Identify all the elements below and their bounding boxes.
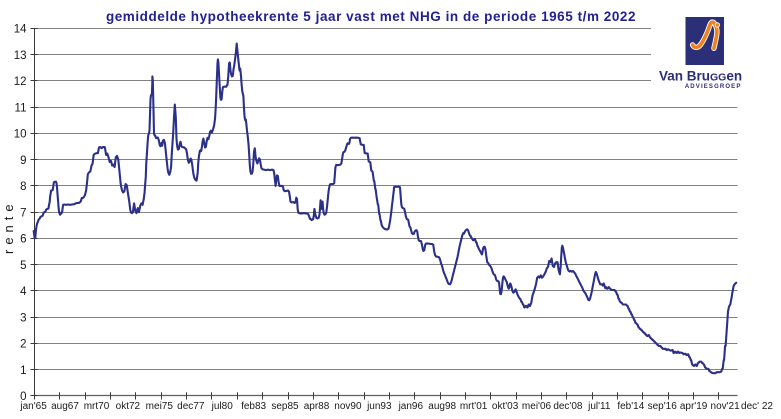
svg-text:rente: rente	[1, 199, 16, 254]
svg-text:jul80: jul80	[211, 401, 234, 412]
svg-text:11: 11	[15, 102, 27, 114]
svg-text:5: 5	[20, 260, 26, 272]
svg-text:4: 4	[20, 286, 27, 298]
svg-text:9: 9	[20, 155, 26, 167]
svg-text:dec77: dec77	[177, 401, 205, 412]
svg-text:1: 1	[20, 365, 26, 377]
svg-text:nov90: nov90	[334, 401, 362, 412]
svg-text:8: 8	[20, 181, 26, 193]
svg-text:12: 12	[14, 76, 27, 88]
svg-text:14: 14	[14, 24, 27, 36]
svg-text:mei75: mei75	[146, 401, 174, 412]
svg-text:nov'21: nov'21	[711, 401, 741, 412]
svg-text:sep85: sep85	[271, 401, 299, 412]
svg-text:jan'65: jan'65	[19, 401, 47, 412]
svg-text:3: 3	[20, 312, 26, 324]
svg-text:sep'16: sep'16	[648, 401, 678, 412]
svg-text:okt'03: okt'03	[492, 401, 519, 412]
svg-text:okt72: okt72	[116, 401, 141, 412]
svg-text:0: 0	[20, 391, 26, 403]
svg-text:feb'14: feb'14	[617, 401, 644, 412]
svg-text:feb83: feb83	[241, 401, 266, 412]
svg-text:mrt70: mrt70	[84, 401, 110, 412]
svg-text:2: 2	[20, 339, 26, 351]
svg-text:apr88: apr88	[304, 401, 330, 412]
svg-text:apr'19: apr'19	[680, 401, 708, 412]
svg-text:mrt'01: mrt'01	[460, 401, 488, 412]
svg-text:7: 7	[20, 207, 26, 219]
svg-text:Van BruGGen: Van BruGGen	[659, 69, 742, 84]
svg-text:13: 13	[14, 50, 27, 62]
svg-text:jul'11: jul'11	[587, 401, 611, 412]
svg-text:jan96: jan96	[398, 401, 424, 412]
svg-text:6: 6	[20, 234, 26, 246]
svg-text:jun93: jun93	[366, 401, 392, 412]
svg-text:mei'06: mei'06	[522, 401, 552, 412]
svg-text:10: 10	[14, 129, 27, 141]
svg-text:dec' 22: dec' 22	[741, 401, 773, 412]
svg-text:aug67: aug67	[51, 401, 79, 412]
svg-text:aug98: aug98	[428, 401, 456, 412]
svg-text:ADVIESGROEP: ADVIESGROEP	[685, 84, 742, 90]
svg-text:dec'08: dec'08	[553, 401, 583, 412]
